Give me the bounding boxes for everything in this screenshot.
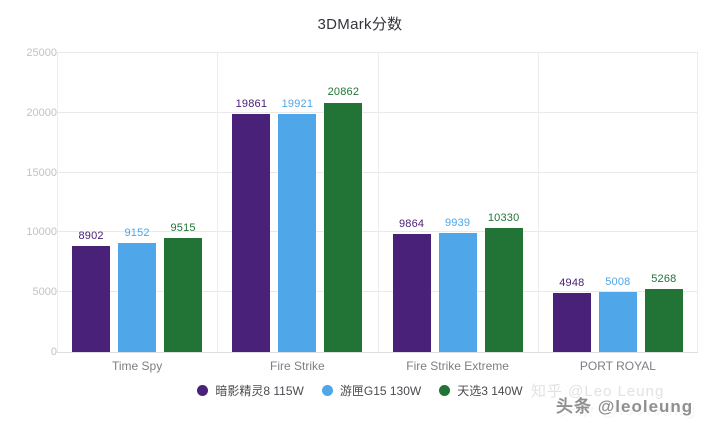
- legend-label: 暗影精灵8 115W: [215, 384, 304, 398]
- gridline-horizontal: [57, 52, 698, 53]
- bar-value-label: 20862: [327, 86, 360, 99]
- x-tick-label-fire-strike-extreme: Fire Strike Extreme: [406, 359, 509, 373]
- y-tick-label: 10000: [26, 226, 57, 239]
- bar-value-label: 4948: [559, 276, 585, 289]
- bar-value-label: 9515: [170, 222, 196, 235]
- bar-value-label: 5268: [651, 272, 677, 285]
- y-tick-label: 0: [50, 346, 57, 358]
- bar-暗影精灵8 115W-Time Spy: [72, 245, 111, 352]
- watermark-toutiao: 头条 @leoleung: [556, 397, 694, 416]
- bar-游匣G15 130W-Fire Strike: [278, 113, 317, 352]
- bar-游匣G15 130W-PORT ROYAL: [598, 292, 637, 352]
- legend-label: 天选3 140W: [457, 384, 523, 398]
- legend-item: 游匣G15 130W: [321, 382, 422, 399]
- legend-swatch-icon: [321, 385, 333, 396]
- gridline-vertical: [57, 53, 58, 352]
- y-tick-label: 5000: [32, 286, 57, 299]
- bar-value-label: 19921: [281, 97, 314, 110]
- legend-swatch-icon: [197, 385, 209, 396]
- bar-天选3 140W-PORT ROYAL: [644, 289, 683, 352]
- gridline-horizontal: [57, 171, 698, 173]
- legend: 暗影精灵8 115W 游匣G15 130W 天选3 140W: [0, 382, 720, 399]
- legend-swatch-icon: [439, 385, 451, 396]
- bar-value-label: 9939: [444, 217, 471, 230]
- legend-item: 暗影精灵8 115W: [197, 382, 304, 399]
- x-tick-label-port-royal: PORT ROYAL: [579, 359, 656, 373]
- watermark-zhihu: 知乎 @Leo Leung: [531, 383, 665, 400]
- gridline-horizontal: [57, 291, 698, 293]
- legend-item: 天选3 140W: [439, 382, 523, 399]
- bar-暗影精灵8 115W-Fire Strike: [232, 114, 271, 352]
- bar-value-label: 8902: [78, 229, 104, 242]
- bar-暗影精灵8 115W-PORT ROYAL: [552, 292, 591, 352]
- x-tick-label-fire-strike: Fire Strike: [270, 359, 325, 373]
- gridline-vertical: [378, 53, 379, 352]
- gridline-vertical: [217, 53, 218, 352]
- bar-暗影精灵8 115W-Fire Strike Extreme: [392, 234, 431, 352]
- gridline-horizontal: [57, 352, 698, 353]
- y-tick-label: 15000: [26, 166, 57, 179]
- bar-value-label: 9864: [398, 218, 425, 231]
- bar-游匣G15 130W-Fire Strike Extreme: [438, 233, 477, 352]
- y-tick-label: 25000: [26, 47, 57, 59]
- bar-天选3 140W-Fire Strike: [324, 102, 363, 352]
- bar-天选3 140W-Time Spy: [164, 238, 203, 352]
- gridline-vertical: [697, 53, 698, 352]
- bar-天选3 140W-Fire Strike Extreme: [484, 228, 523, 352]
- bar-value-label: 5008: [605, 276, 631, 289]
- bar-value-label: 10330: [487, 212, 520, 225]
- gridline-horizontal: [57, 111, 698, 113]
- bar-value-label: 9152: [124, 226, 150, 239]
- chart-title: 3DMark分数: [317, 16, 403, 33]
- plot-area: 8902 9152 9515 19861 19921 20862 9864 9939 10330…: [57, 52, 698, 353]
- bar-value-label: 19861: [235, 98, 268, 111]
- x-tick-label-time-spy: Time Spy: [112, 359, 163, 373]
- bar-游匣G15 130W-Time Spy: [118, 242, 157, 352]
- gridline-horizontal: [57, 231, 698, 233]
- y-tick-label: 20000: [26, 106, 57, 119]
- legend-label: 游匣G15 130W: [339, 384, 422, 398]
- gridline-vertical: [538, 53, 539, 352]
